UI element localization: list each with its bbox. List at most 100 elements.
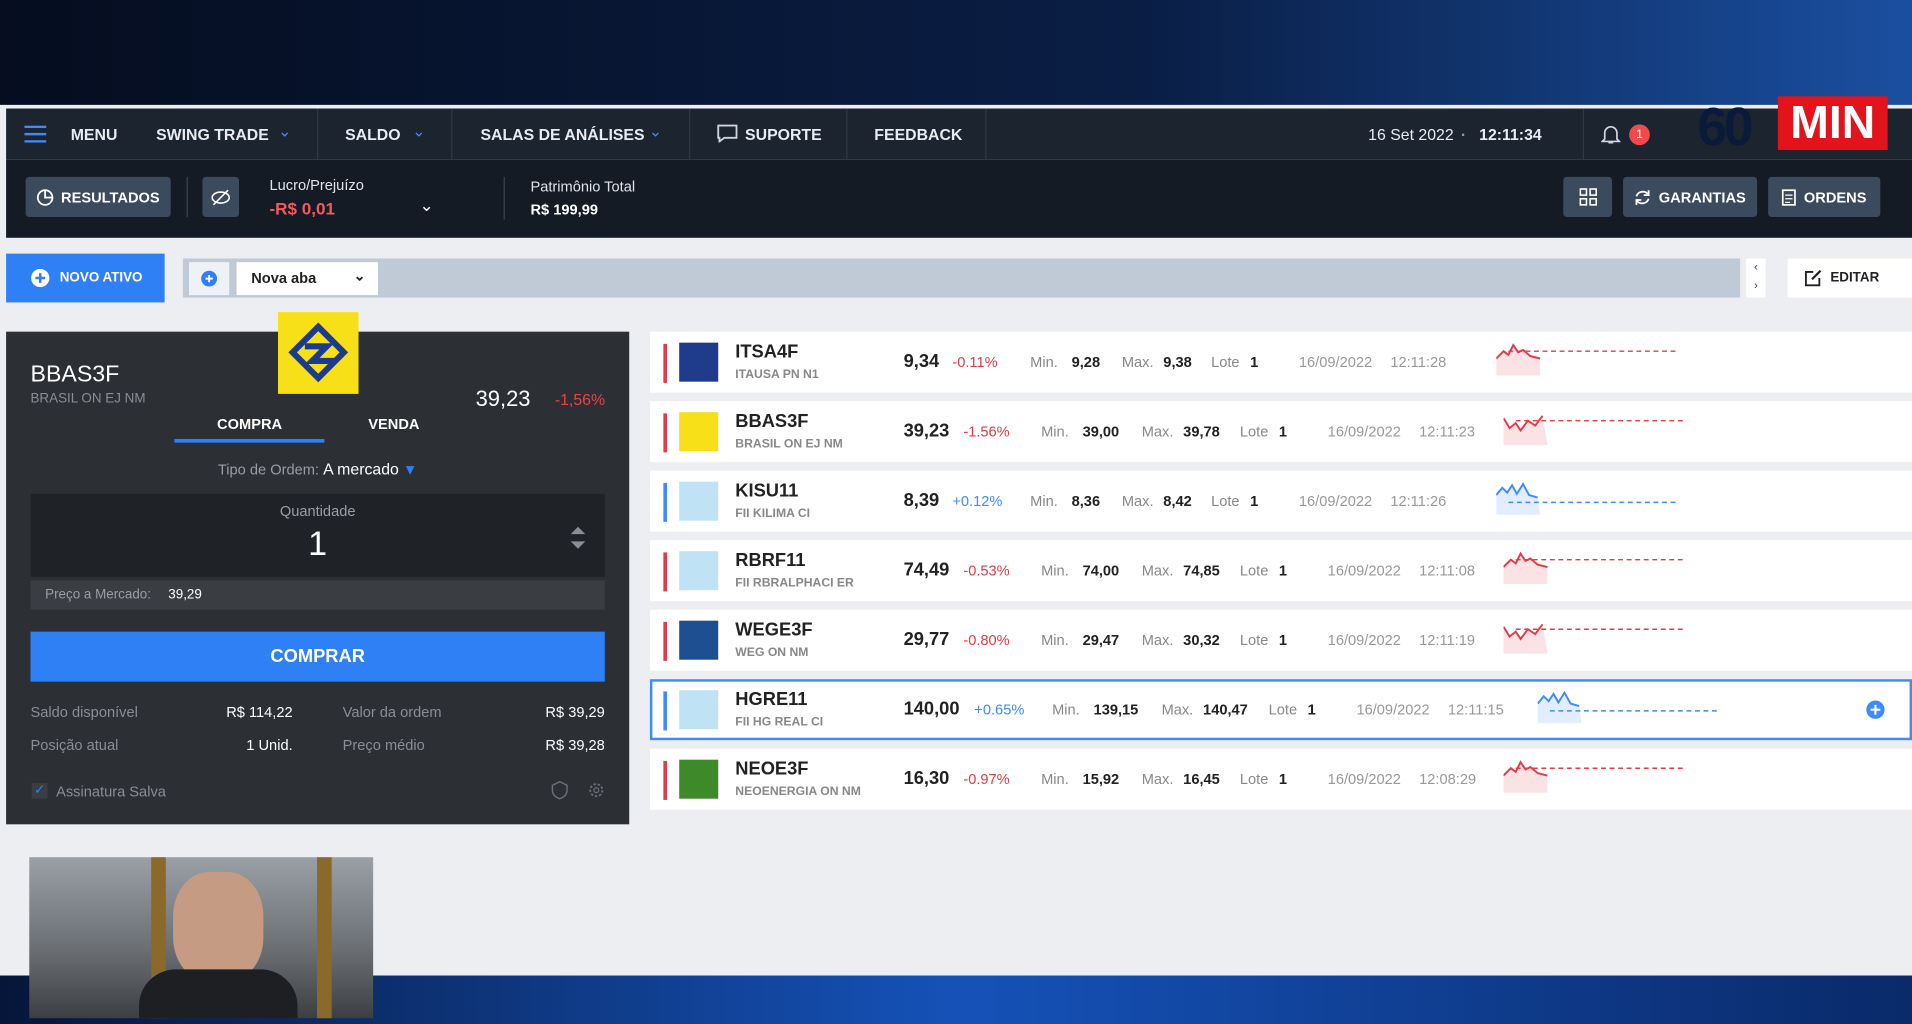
tab[interactable]: Nova aba ⌄: [236, 262, 379, 296]
min-label: Min.: [1030, 492, 1058, 510]
price: 29,77: [903, 629, 950, 650]
time: 12:08:29: [1419, 770, 1477, 788]
chat-icon: [717, 124, 738, 143]
min: 29,47: [1082, 631, 1120, 649]
min: 139,15: [1093, 701, 1139, 719]
bell-icon[interactable]: [1601, 123, 1621, 145]
menu[interactable]: MENU: [70, 125, 118, 144]
watch-row[interactable]: KISU11 FII KILIMA CI 8,39 +0.12% Min. 8,36 Max…: [649, 470, 1912, 532]
ticker: BBAS3F: [735, 410, 809, 432]
time: 12:11:15: [1447, 701, 1504, 719]
tab-strip: [182, 258, 1741, 298]
asset-name: FII RBRALPHACI ER: [735, 576, 854, 591]
price: 140,00: [903, 698, 960, 720]
quantity-label: Quantidade: [279, 502, 356, 520]
max: 140,47: [1203, 701, 1248, 719]
sparkline-line: [1503, 760, 1548, 777]
saldo[interactable]: SALDO: [345, 125, 401, 144]
plus: [1870, 704, 1881, 715]
menu-icon[interactable]: [24, 125, 47, 143]
max: 9,38: [1163, 353, 1192, 371]
new-asset-button[interactable]: NOVO ATIVO: [6, 253, 165, 303]
min-label: Min.: [1041, 770, 1069, 788]
watch-row[interactable]: NEOE3F NEOENERGIA ON NM 16,30 -0.97% Min. 15,…: [649, 748, 1912, 810]
min: 15,92: [1082, 770, 1120, 788]
add-button[interactable]: [1866, 700, 1886, 720]
max-label: Max.: [1141, 423, 1174, 441]
price: 8,39: [903, 490, 940, 511]
lot-label: Lote: [1268, 701, 1298, 719]
info-value: R$ 114,22: [226, 703, 293, 721]
guarantees-button[interactable]: GARANTIAS: [1623, 176, 1758, 218]
pl-chevron[interactable]: ⌄: [419, 195, 434, 215]
asset-name: BRASIL ON EJ NM: [735, 437, 843, 452]
results-button[interactable]: RESULTADOS: [25, 176, 171, 218]
asset-logo: [679, 551, 719, 591]
trend-stripe: [663, 482, 668, 522]
date: 16/09/2022: [1298, 353, 1373, 371]
tab-scroll[interactable]: ‹ ›: [1746, 258, 1766, 298]
lot-label: Lote: [1239, 770, 1269, 788]
min-label: Min.: [1030, 353, 1058, 371]
nav-bar: [6, 108, 1912, 160]
change: -0.11%: [952, 353, 998, 371]
sparkline-area: [1496, 345, 1541, 376]
ticker: BBAS3F: [30, 362, 120, 388]
orders-button[interactable]: ORDENS: [1768, 176, 1881, 218]
sparkline-area: [1496, 484, 1541, 515]
quantity-box[interactable]: [30, 493, 605, 577]
hide-button[interactable]: [202, 176, 240, 218]
max-label: Max.: [1121, 353, 1154, 371]
buy-tab[interactable]: COMPRA: [217, 415, 283, 433]
trend-stripe: [663, 621, 668, 661]
watch-row[interactable]: RBRF11 FII RBRALPHACI ER 74,49 -0.53% Min. 74…: [649, 540, 1912, 602]
lot-label: Lote: [1239, 631, 1269, 649]
separator: [451, 108, 453, 160]
ticker: KISU11: [735, 480, 799, 502]
sell-tab[interactable]: VENDA: [368, 415, 420, 433]
caret: ▼: [402, 460, 418, 479]
grid-icon: [1578, 188, 1597, 206]
info-label: Valor da ordem: [342, 703, 442, 721]
trend-stripe: [663, 413, 668, 453]
date: 16/09/2022: [1327, 631, 1401, 649]
trend-stripe: [663, 343, 668, 383]
max-label: Max.: [1141, 770, 1174, 788]
panel-icons[interactable]: [550, 780, 606, 800]
asset-logo: [278, 312, 359, 394]
ticker: WEGE3F: [735, 619, 813, 641]
lot: 1: [1250, 353, 1259, 371]
edit-icon: [1805, 269, 1822, 287]
lot-label: Lote: [1211, 353, 1240, 371]
layout-button[interactable]: [1563, 176, 1613, 218]
max: 8,42: [1163, 492, 1192, 510]
add-tab[interactable]: [189, 262, 230, 296]
watch-row[interactable]: BBAS3F BRASIL ON EJ NM 39,23 -1.56% Min. 39,0…: [649, 401, 1912, 463]
suporte[interactable]: SUPORTE: [745, 125, 822, 144]
change: -1,56%: [554, 390, 606, 409]
watch-row[interactable]: WEGE3F WEG ON NM 29,77 -0.80% Min. 29,47 Max. 3…: [649, 609, 1912, 671]
checkbox[interactable]: ✓: [31, 782, 48, 799]
backdrop: [0, 0, 1912, 105]
sparkline-area: [1503, 624, 1548, 654]
asset-name: ITAUSA PN N1: [735, 368, 819, 382]
edit-button[interactable]: EDITAR: [1787, 258, 1912, 298]
plus-icon: [31, 268, 50, 288]
watch-row[interactable]: ITSA4F ITAUSA PN N1 9,34 -0.11% Min. 9,28 Max.…: [649, 331, 1912, 393]
min: 9,28: [1071, 353, 1101, 371]
chart-icon: [36, 188, 54, 206]
order-type[interactable]: Tipo de Ordem: A mercado ▼: [6, 460, 629, 478]
buy-button[interactable]: COMPRAR: [30, 631, 605, 682]
price: 16,30: [903, 768, 950, 789]
lot: 1: [1278, 562, 1288, 580]
min: 39,00: [1082, 423, 1120, 441]
logo-number: 60: [1697, 97, 1753, 158]
min-label: Min.: [1041, 423, 1069, 441]
salas[interactable]: SALAS DE ANÁLISES: [480, 125, 645, 144]
feedback[interactable]: FEEDBACK: [874, 125, 963, 144]
chevron: ⌄: [278, 121, 292, 141]
watch-row[interactable]: HGRE11 FII HG REAL CI 140,00 +0.65% Min. 139,…: [649, 679, 1912, 741]
mode[interactable]: SWING TRADE: [156, 125, 269, 144]
stepper[interactable]: [569, 524, 586, 551]
